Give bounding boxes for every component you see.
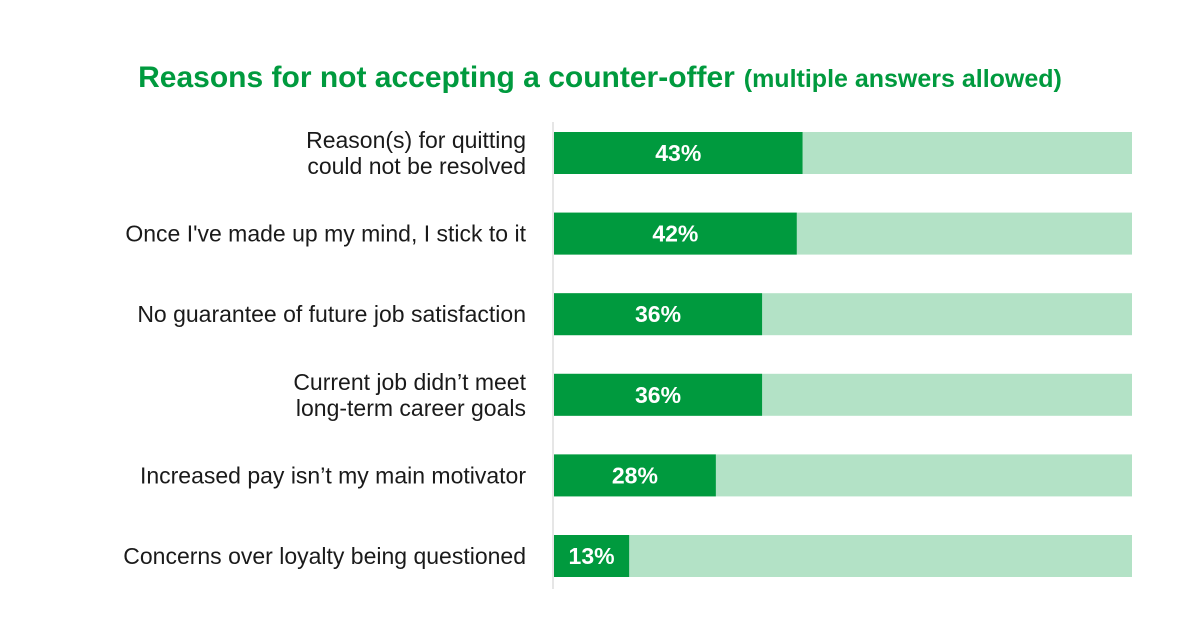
- category-label: could not be resolved: [307, 153, 526, 179]
- chart-title: Reasons for not accepting a counter-offe…: [0, 58, 1200, 95]
- bar: [554, 293, 763, 336]
- bar: [554, 132, 803, 174]
- category-label: Concerns over loyalty being questioned: [123, 543, 526, 569]
- data-label: 42%: [652, 221, 698, 247]
- category-label: No guarantee of future job satisfaction: [137, 301, 526, 327]
- data-label: 28%: [612, 462, 658, 488]
- bar-track: [554, 535, 1132, 577]
- chart-title-main: Reasons for not accepting a counter-offe…: [138, 61, 735, 94]
- category-label: Current job didn’t meet: [293, 369, 526, 395]
- category-label: long-term career goals: [296, 395, 526, 421]
- data-label: 36%: [635, 382, 681, 408]
- bar: [554, 373, 763, 416]
- data-label: 43%: [655, 140, 701, 166]
- bar: [554, 454, 716, 497]
- category-label: Increased pay isn’t my main motivator: [140, 462, 526, 488]
- data-label: 13%: [569, 543, 615, 569]
- category-label: Once I've made up my mind, I stick to it: [125, 221, 526, 247]
- bar: [554, 535, 630, 577]
- data-label: 36%: [635, 301, 681, 327]
- bar: [554, 212, 797, 255]
- category-label: Reason(s) for quitting: [306, 127, 526, 153]
- chart-subtitle: (multiple answers allowed): [743, 65, 1062, 93]
